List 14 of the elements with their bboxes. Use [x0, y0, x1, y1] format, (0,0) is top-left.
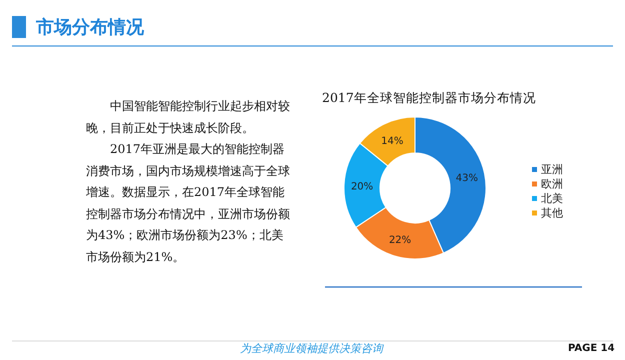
- text: 中国智能智能控制行业起步相对较晚，目前正处于快速成长阶段。: [86, 98, 291, 136]
- text: 为全球商业领袖提供决策咨询: [240, 341, 383, 356]
- legend-label: 欧洲: [541, 178, 563, 190]
- legend-label: 北美: [541, 192, 563, 205]
- data-label: 22%: [388, 234, 412, 246]
- legend-label: 其他: [541, 206, 563, 220]
- chart-title: 2017年全球智能控制器市场分布情况: [322, 90, 536, 107]
- text: PAGE 14: [568, 343, 615, 354]
- legend-label: 亚洲: [541, 163, 563, 176]
- text: 市场分布情况: [36, 16, 144, 39]
- data-label: 43%: [456, 173, 478, 184]
- data-label: 14%: [381, 136, 404, 148]
- text: 2017年亚洲是最大的智能控制器消费市场，国内市场规模增速高于全球增速。数据显示，在2017年全球智能控制器市场分布情况中，亚洲市场份额为43%；欧洲市场份额为23%；北美市场份额为21%。: [86, 141, 291, 266]
- data-label: 20%: [350, 181, 374, 192]
